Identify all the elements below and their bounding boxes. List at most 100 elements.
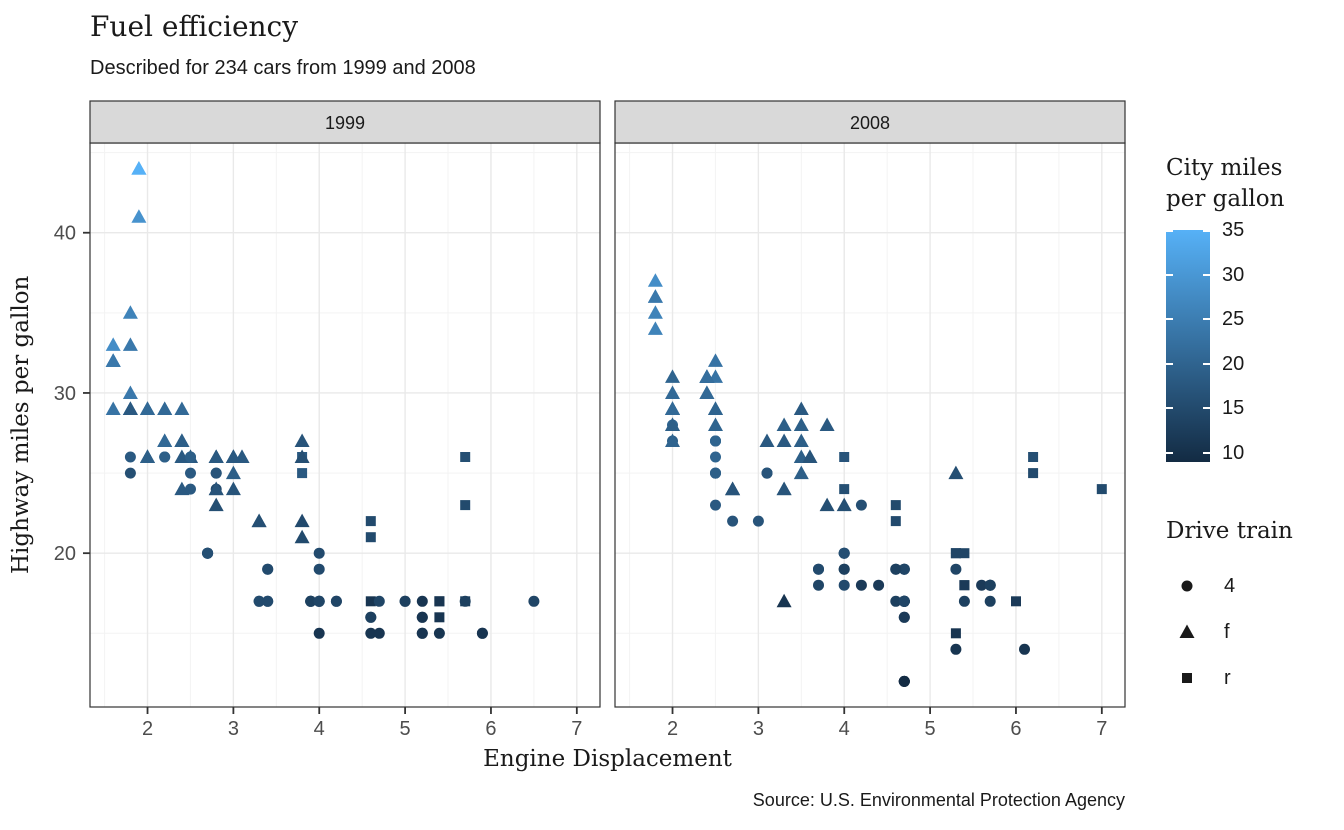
caption: Source: U.S. Environmental Protection Ag… <box>752 790 1125 810</box>
x-tick-label: 6 <box>1010 718 1021 740</box>
data-point <box>399 595 411 607</box>
data-point <box>855 579 867 591</box>
data-point <box>305 595 317 607</box>
color-legend: City miles per gallon 10 15 20 25 30 35 <box>1166 153 1344 503</box>
data-point <box>819 417 835 431</box>
data-point <box>802 449 818 463</box>
data-point <box>294 449 310 463</box>
data-point <box>776 433 792 447</box>
data-point <box>752 515 764 527</box>
colorbar-tick-mark <box>1166 452 1173 455</box>
shape-legend-title: Drive train <box>1166 518 1293 544</box>
data-point <box>365 596 376 607</box>
x-tick-label: 5 <box>925 718 936 740</box>
data-point <box>898 611 910 623</box>
data-point <box>959 548 970 559</box>
data-point <box>890 500 901 511</box>
data-point <box>950 548 961 559</box>
data-point <box>460 452 471 462</box>
data-point <box>793 401 809 415</box>
data-point <box>873 579 885 591</box>
data-point <box>434 612 445 623</box>
x-axis-title: Engine Displacement <box>483 746 732 772</box>
x-tick-label: 3 <box>753 718 764 740</box>
data-point <box>225 449 241 463</box>
colorbar-tick-label: 10 <box>1222 442 1245 465</box>
data-point <box>1028 468 1039 479</box>
legend-item-4: 4 <box>1176 574 1235 598</box>
colorbar-gradient <box>1166 230 1210 462</box>
data-point <box>813 563 824 575</box>
data-point <box>365 516 376 527</box>
data-point <box>140 401 155 415</box>
data-point <box>710 435 721 447</box>
colorbar-tick-mark <box>1203 273 1210 276</box>
data-point <box>297 468 308 479</box>
data-point <box>416 595 428 607</box>
data-point <box>793 433 809 447</box>
circle-icon <box>1181 580 1193 592</box>
facet-panel-2008: 2008 2 3 4 5 6 7 <box>614 100 1126 740</box>
data-point <box>433 627 445 639</box>
data-point <box>890 563 902 575</box>
colorbar-tick-mark <box>1203 230 1210 232</box>
data-point <box>262 563 274 575</box>
x-tick-label: 2 <box>142 718 153 740</box>
data-point <box>838 579 850 591</box>
data-point <box>365 627 377 639</box>
data-point <box>208 497 224 512</box>
data-point <box>1096 484 1107 495</box>
data-point <box>813 579 824 591</box>
data-point <box>761 467 773 479</box>
data-point <box>528 595 540 607</box>
legend-item-label: 4 <box>1224 574 1236 597</box>
data-point <box>699 369 715 383</box>
data-point <box>1028 452 1039 462</box>
data-point <box>105 353 121 367</box>
data-point <box>647 273 663 287</box>
data-point <box>373 595 385 607</box>
data-point <box>476 627 488 639</box>
color-legend-title: City miles per gallon <box>1166 153 1344 215</box>
data-point <box>460 500 471 511</box>
data-point <box>105 337 121 351</box>
data-point <box>251 513 267 528</box>
data-point <box>122 337 138 351</box>
chart-subtitle: Described for 234 cars from 1999 and 200… <box>90 57 476 79</box>
facet-panel-1999: 1999 2 3 4 5 6 7 <box>89 100 601 740</box>
data-point <box>174 433 190 447</box>
legend-item-r: r <box>1176 666 1231 690</box>
data-point <box>131 161 147 175</box>
data-point <box>727 515 739 527</box>
data-point <box>647 321 663 335</box>
x-tick-label: 3 <box>228 718 239 740</box>
data-point <box>776 417 792 431</box>
data-point <box>708 401 723 415</box>
data-point <box>253 595 265 607</box>
triangle-icon <box>1179 624 1195 638</box>
data-point <box>105 401 121 415</box>
data-point <box>313 547 325 559</box>
facet-strip <box>614 100 1126 144</box>
legend-item-label: r <box>1224 666 1231 689</box>
data-point <box>434 596 445 607</box>
color-legend-title-line2: per gallon <box>1166 186 1285 212</box>
colorbar-tick-label: 20 <box>1222 352 1245 375</box>
data-point <box>839 484 850 495</box>
facet-strip-label: 1999 <box>325 113 365 133</box>
colorbar-tick-mark <box>1166 273 1173 276</box>
data-point <box>699 385 715 399</box>
data-point <box>157 401 173 415</box>
data-point <box>710 467 721 479</box>
x-tick-label: 2 <box>667 718 678 740</box>
data-point <box>294 513 310 528</box>
panel-background <box>90 143 600 707</box>
data-point <box>1019 643 1030 655</box>
x-tick-label: 6 <box>485 718 496 740</box>
data-point <box>708 353 723 367</box>
data-point <box>185 483 196 495</box>
y-tick-label: 40 <box>54 223 76 245</box>
data-point <box>776 593 792 608</box>
